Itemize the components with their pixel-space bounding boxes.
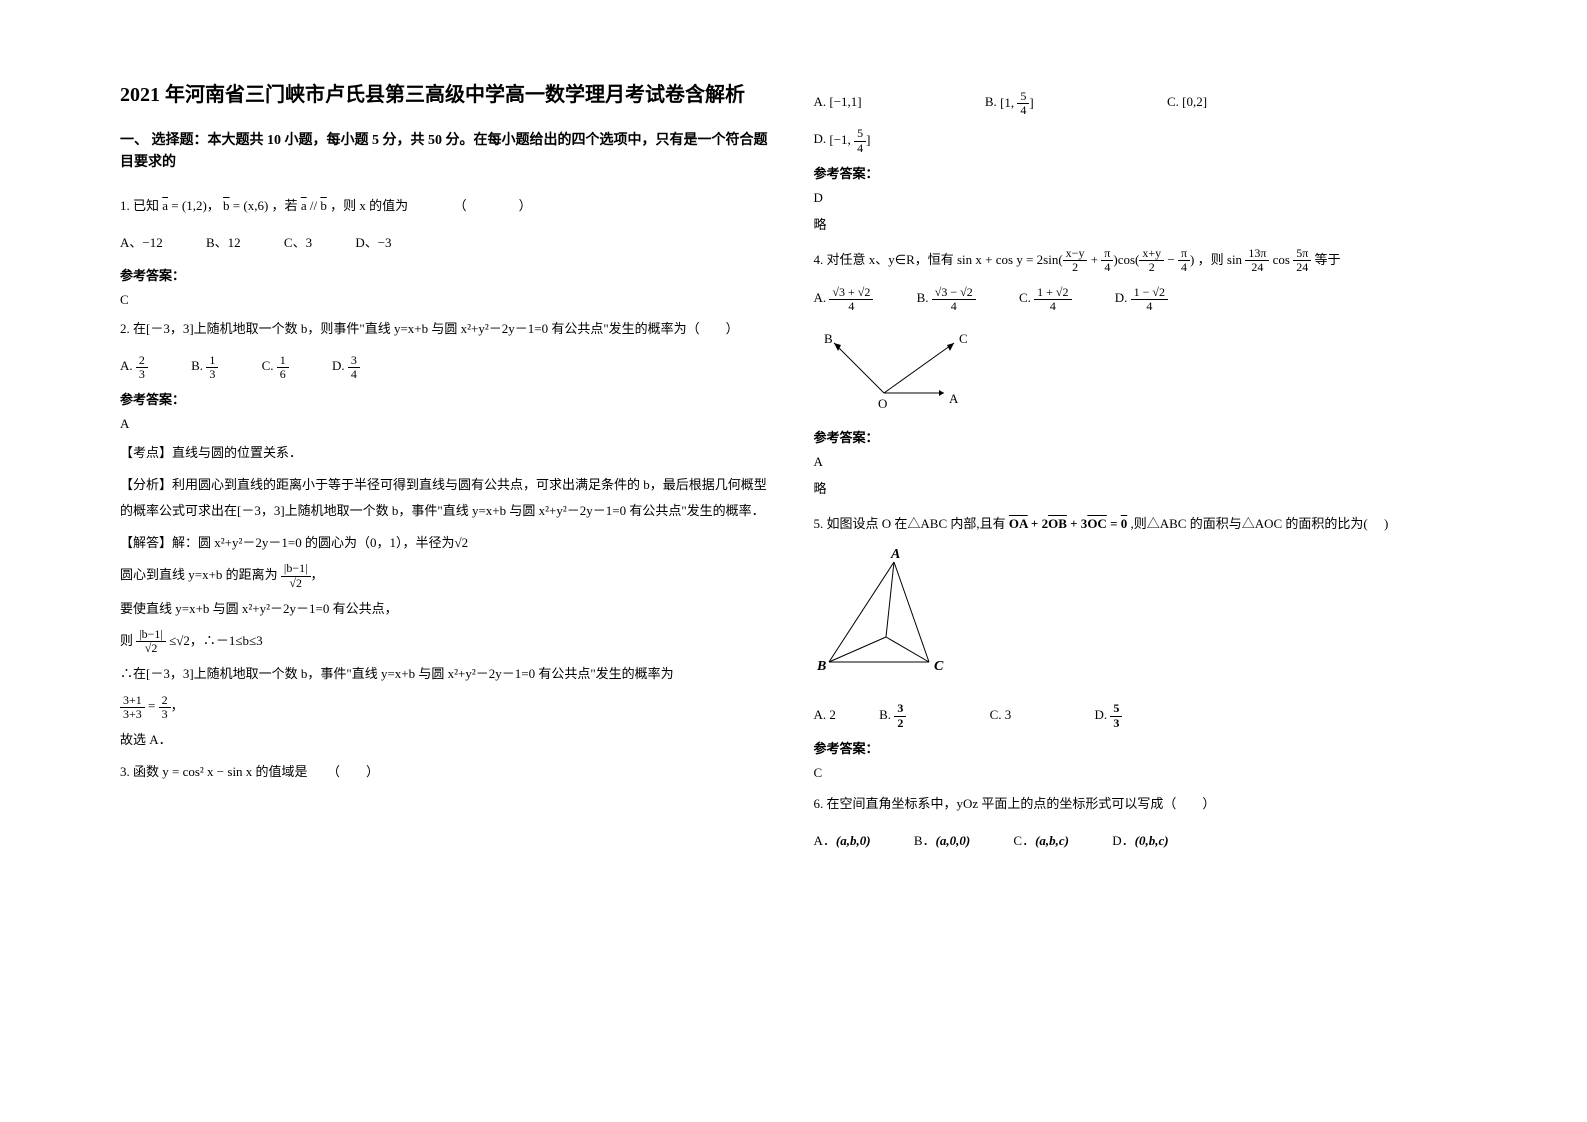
q5-opt-b: B. 32 <box>879 701 906 730</box>
question-3: 3. 函数 y = cos² x − sin x 的值域是 （ ） <box>120 759 774 785</box>
diag-label-a: A <box>949 391 959 406</box>
q4-diagram: B C O A <box>814 323 1468 417</box>
q6-options: A．(a,b,0) B．(a,0,0) C．(a,b,c) D．(0,b,c) <box>814 827 1468 856</box>
q1-opt-c: C、3 <box>284 229 312 258</box>
right-column: A. [−1,1] B. [1, 54] C. [0,2] D. [−1, 54… <box>794 80 1488 1042</box>
q1-opt-d: D、−3 <box>355 229 391 258</box>
q5-pre: 5. 如图设点 O 在△ABC 内部,且有 <box>814 516 1009 531</box>
q4-answer-label: 参考答案： <box>814 427 1468 446</box>
q5-svg: A B C <box>814 547 984 687</box>
svg-text:A: A <box>890 547 900 562</box>
q2-cond: 要使直线 y=x+b 与圆 x²+y²－2y－1=0 有公共点， <box>120 596 774 622</box>
svg-text:B: B <box>816 659 826 674</box>
q4-pre: 4. 对任意 x、y∈R，恒有 <box>814 252 958 267</box>
q2-opt-a: A. 23 <box>120 352 148 381</box>
q2-opt-d: D. 34 <box>332 352 360 381</box>
q2-prob-eq: = <box>148 698 159 713</box>
q2-conclusion: ∴在[－3，3]上随机地取一个数 b，事件"直线 y=x+b 与圆 x²+y²－… <box>120 661 774 687</box>
q4-answer: A <box>814 454 1468 470</box>
q2-distance: 圆心到直线 y=x+b 的距离为 |b−1|√2， <box>120 562 774 590</box>
q1-prefix: 1. 已知 <box>120 198 162 213</box>
q5-opt-a: A. 2 <box>814 701 836 730</box>
q5-diagram: A B C <box>814 547 1468 691</box>
q1-answer: C <box>120 292 774 308</box>
q4-options: A. √3 + √24 B. √3 − √24 C. 1 + √24 D. 1 … <box>814 284 1468 313</box>
q3-options: A. [−1,1] B. [1, 54] C. [0,2] <box>814 88 1468 117</box>
q3-opt-d: D. [−1, 54] <box>814 125 871 154</box>
q3-lue: 略 <box>814 214 1468 233</box>
diag-label-b: B <box>824 331 833 346</box>
q2-ineq-pre: 则 <box>120 633 136 648</box>
q2-opt-c: C. 16 <box>262 352 289 381</box>
q1-parallel-b: b <box>320 198 327 213</box>
q6-opt-b: B．(a,0,0) <box>914 827 970 856</box>
q1-vec-a: a <box>162 198 168 213</box>
q1-parallel-a: a <box>301 198 307 213</box>
q3-opt-c: C. [0,2] <box>1167 88 1207 117</box>
diag-label-o: O <box>878 396 887 411</box>
q3-opt-a: A. [−1,1] <box>814 88 862 117</box>
q2-jieda: 【解答】解：圆 x²+y²－2y－1=0 的圆心为（0，1），半径为√2 <box>120 530 774 556</box>
q3-answer: D <box>814 190 1468 206</box>
q1-opt-b: B、12 <box>206 229 241 258</box>
q2-prob: 3+13+3 = 23， <box>120 693 774 721</box>
q6-opt-d: D．(0,b,c) <box>1112 827 1168 856</box>
q2-opt-b: B. 13 <box>191 352 218 381</box>
q5-options: A. 2 B. 32 C. 3 D. 53 <box>814 701 1468 730</box>
q4-lue: 略 <box>814 478 1468 497</box>
q3-options-2: D. [−1, 54] <box>814 125 1468 154</box>
q4-opt-c: C. 1 + √24 <box>1019 284 1072 313</box>
q2-dist-pre: 圆心到直线 y=x+b 的距离为 <box>120 567 281 582</box>
left-column: 2021 年河南省三门峡市卢氏县第三高级中学高一数学理月考试卷含解析 一、 选择… <box>100 80 794 1042</box>
diag-label-c: C <box>959 331 968 346</box>
section-heading-1: 一、 选择题：本大题共 10 小题，每小题 5 分，共 50 分。在每小题给出的… <box>120 130 774 175</box>
q2-options: A. 23 B. 13 C. 16 D. 34 <box>120 352 774 381</box>
q4-opt-b: B. √3 − √24 <box>917 284 976 313</box>
q1-vec-b: b <box>223 198 230 213</box>
q2-ineq-post: ≤√2，∴－1≤b≤3 <box>169 633 263 648</box>
q1-mid: ，若 <box>272 198 301 213</box>
question-4: 4. 对任意 x、y∈R，恒有 sin x + cos y = 2sin(x−y… <box>814 247 1468 275</box>
q5-opt-d: D. 53 <box>1094 701 1122 730</box>
q4-post: ，则 sin 13π24 cos 5π24 等于 <box>1198 252 1341 267</box>
q4-opt-a: A. √3 + √24 <box>814 284 874 313</box>
page-title: 2021 年河南省三门峡市卢氏县第三高级中学高一数学理月考试卷含解析 <box>120 80 774 110</box>
question-6: 6. 在空间直角坐标系中，yOz 平面上的点的坐标形式可以写成（ ） <box>814 791 1468 817</box>
q6-opt-c: C．(a,b,c) <box>1013 827 1069 856</box>
q3-opt-b: B. [1, 54] <box>985 88 1034 117</box>
q2-answer-label: 参考答案： <box>120 389 774 408</box>
q2-answer: A <box>120 416 774 432</box>
q2-fenxi: 【分析】利用圆心到直线的距离小于等于半径可得到直线与圆有公共点，可求出满足条件的… <box>120 472 774 524</box>
q6-opt-a: A．(a,b,0) <box>814 827 871 856</box>
q5-answer: C <box>814 765 1468 781</box>
question-2: 2. 在[－3，3]上随机地取一个数 b，则事件"直线 y=x+b 与圆 x²+… <box>120 316 774 342</box>
q1-post: ，则 x 的值为 （ ） <box>330 198 532 213</box>
q5-answer-label: 参考答案： <box>814 738 1468 757</box>
q1-options: A、−12 B、12 C、3 D、−3 <box>120 229 774 258</box>
question-5: 5. 如图设点 O 在△ABC 内部,且有 OA + 2OB + 3OC = 0… <box>814 511 1468 537</box>
diagram-svg: B C O A <box>814 323 994 413</box>
svg-text:C: C <box>934 659 944 674</box>
q1-answer-label: 参考答案： <box>120 265 774 284</box>
q2-kaodian: 【考点】直线与圆的位置关系． <box>120 440 774 466</box>
q5-opt-c: C. 3 <box>990 701 1012 730</box>
question-1: 1. 已知 a = (1,2)， b = (x,6) ，若 a // b ，则 … <box>120 193 774 219</box>
q3-answer-label: 参考答案： <box>814 163 1468 182</box>
q2-final: 故选 A． <box>120 727 774 753</box>
q1-opt-a: A、−12 <box>120 229 163 258</box>
q4-opt-d: D. 1 − √24 <box>1115 284 1168 313</box>
q5-post: ,则△ABC 的面积与△AOC 的面积的比为( ) <box>1130 516 1388 531</box>
q2-ineq: 则 |b−1|√2 ≤√2，∴－1≤b≤3 <box>120 628 774 656</box>
